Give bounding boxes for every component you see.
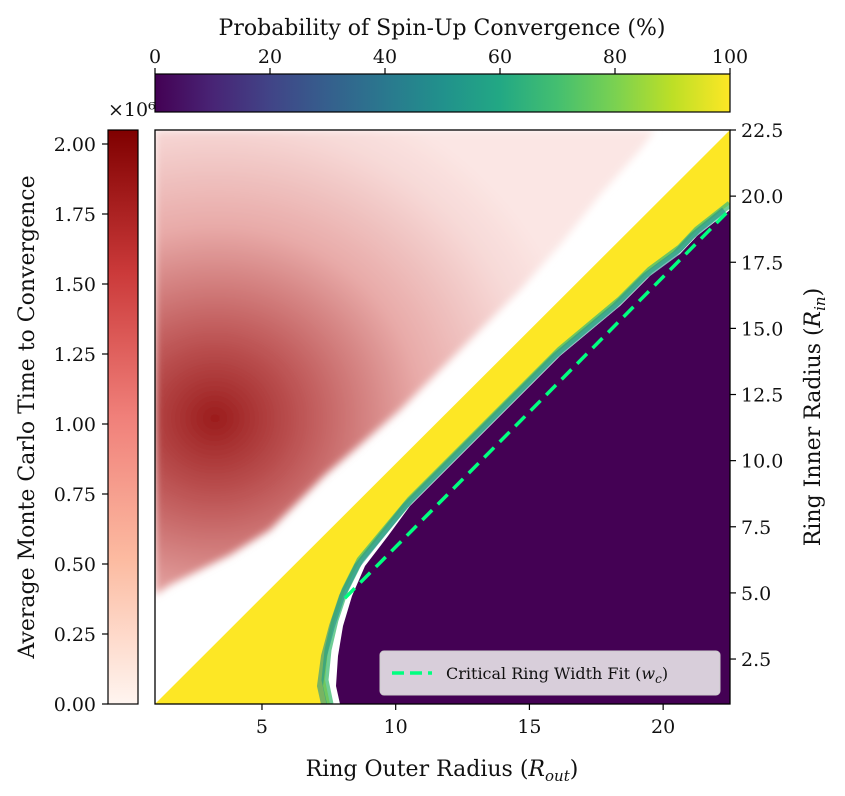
y-tick-label: 22.5 <box>741 120 783 142</box>
time-region <box>155 130 655 595</box>
heatmap <box>155 130 730 704</box>
left-colorbar-tick-label: 1.25 <box>54 344 96 366</box>
left-colorbar <box>107 129 139 705</box>
top-colorbar-tick-label: 0 <box>149 46 161 68</box>
y-tick-label: 5.0 <box>741 583 771 605</box>
critical-width-fit-line <box>343 208 732 600</box>
y-tick-label: 12.5 <box>741 385 783 407</box>
x-axis-label: Ring Outer Radius (Rout) <box>306 757 579 785</box>
x-tick-label: 20 <box>651 716 675 738</box>
left-colorbar-tick-label: 0.00 <box>54 694 96 716</box>
top-colorbar-tick-label: 40 <box>373 46 397 68</box>
x-tick-label: 10 <box>384 716 408 738</box>
plot-frame <box>154 129 731 705</box>
purple-region <box>336 210 730 704</box>
left-colorbar-title: Average Monte Carlo Time to Convergence <box>15 175 40 659</box>
y-tick-label: 10.0 <box>741 451 783 473</box>
legend-box <box>379 650 721 696</box>
y-tick-label: 20.0 <box>741 186 783 208</box>
x-tick-label: 5 <box>256 716 268 738</box>
left-colorbar-multiplier: ×10⁶ <box>108 99 156 121</box>
y-axis-ticks: 2.5 5.0 7.5 10.0 12.5 15.0 17.5 20.0 22.5 <box>730 120 783 671</box>
left-colorbar-tick-label: 0.25 <box>54 624 96 646</box>
left-colorbar-tick-label: 0.50 <box>54 554 96 576</box>
top-colorbar-title: Probability of Spin-Up Convergence (%) <box>219 16 666 41</box>
legend-entry: Critical Ring Width Fit (wc) <box>446 664 668 686</box>
top-colorbar-ticks: 0 20 40 60 80 100 <box>149 46 748 74</box>
left-colorbar-tick-label: 1.50 <box>54 274 96 296</box>
y-tick-label: 15.0 <box>741 318 783 340</box>
y-axis-label: Ring Inner Radius (Rin) <box>801 288 829 546</box>
left-colorbar-tick-label: 2.00 <box>54 134 96 156</box>
top-colorbar-tick-label: 60 <box>488 46 512 68</box>
legend: Critical Ring Width Fit (wc) <box>379 650 721 696</box>
y-tick-label: 17.5 <box>741 252 783 274</box>
x-axis-ticks: 5 10 15 20 <box>256 704 675 738</box>
x-tick-label: 15 <box>517 716 541 738</box>
yellow-band <box>155 130 730 704</box>
left-colorbar-tick-label: 1.75 <box>54 204 96 226</box>
top-colorbar-tick-label: 20 <box>258 46 282 68</box>
top-colorbar-tick-label: 100 <box>712 46 748 68</box>
top-colorbar <box>154 73 731 113</box>
top-colorbar-tick-label: 80 <box>603 46 627 68</box>
left-colorbar-ticks: 0.00 0.25 0.50 0.75 1.00 1.25 1.50 1.75 2.00 <box>54 134 108 716</box>
y-tick-label: 7.5 <box>741 517 771 539</box>
left-colorbar-tick-label: 0.75 <box>54 484 96 506</box>
left-colorbar-tick-label: 1.00 <box>54 414 96 436</box>
y-tick-label: 2.5 <box>741 649 771 671</box>
